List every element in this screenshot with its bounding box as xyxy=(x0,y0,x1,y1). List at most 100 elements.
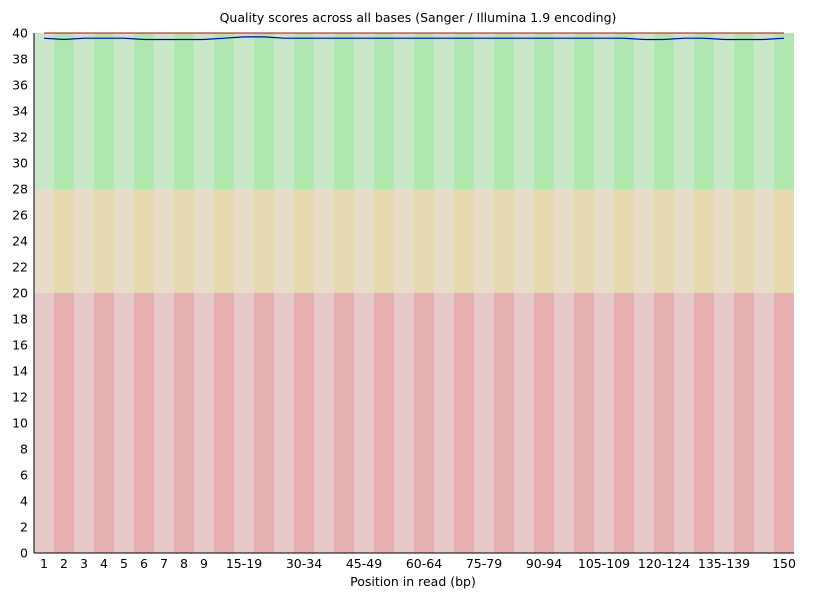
quality-band-cell xyxy=(134,189,154,293)
x-tick-label: 60-64 xyxy=(406,556,442,571)
quality-band-cell xyxy=(94,189,114,293)
quality-band-cell xyxy=(234,33,254,189)
quality-band-cell xyxy=(134,293,154,553)
quality-band-cell xyxy=(554,33,574,189)
y-tick-label: 38 xyxy=(12,52,28,67)
quality-band-cell xyxy=(454,293,474,553)
x-tick-label: 5 xyxy=(120,556,128,571)
quality-band-cell xyxy=(754,33,774,189)
quality-band-cell xyxy=(594,293,614,553)
quality-band-cell xyxy=(334,189,354,293)
x-tick-label: 3 xyxy=(80,556,88,571)
quality-band-cell xyxy=(314,189,334,293)
chart-title: Quality scores across all bases (Sanger … xyxy=(220,10,617,25)
x-tick-label: 105-109 xyxy=(578,556,630,571)
y-tick-label: 18 xyxy=(12,312,28,327)
y-tick-label: 10 xyxy=(12,416,28,431)
quality-band-cell xyxy=(734,293,754,553)
quality-band-cell xyxy=(294,189,314,293)
x-tick-label: 45-49 xyxy=(346,556,382,571)
quality-band-cell xyxy=(374,33,394,189)
quality-band-cell xyxy=(714,189,734,293)
quality-band-cell xyxy=(114,33,134,189)
quality-band-cell xyxy=(114,293,134,553)
y-tick-label: 2 xyxy=(20,520,28,535)
quality-band-cell xyxy=(194,293,214,553)
quality-band-cell xyxy=(374,293,394,553)
quality-band-cell xyxy=(354,33,374,189)
y-tick-label: 24 xyxy=(12,234,28,249)
quality-band-cell xyxy=(54,189,74,293)
x-tick-label: 4 xyxy=(100,556,108,571)
y-tick-label: 26 xyxy=(12,208,28,223)
quality-band-cell xyxy=(314,33,334,189)
quality-band-cell xyxy=(254,293,274,553)
quality-band-cell xyxy=(374,189,394,293)
quality-band-cell xyxy=(34,33,54,189)
quality-band-cell xyxy=(514,189,534,293)
quality-band-cell xyxy=(54,33,74,189)
y-tick-label: 28 xyxy=(12,182,28,197)
quality-band-cell xyxy=(654,189,674,293)
quality-band-cell xyxy=(434,293,454,553)
quality-band-cell xyxy=(154,33,174,189)
y-tick-label: 14 xyxy=(12,364,28,379)
quality-band-cell xyxy=(634,189,654,293)
quality-band-cell xyxy=(334,33,354,189)
quality-band-cell xyxy=(194,33,214,189)
x-tick-label: 150 xyxy=(772,556,796,571)
quality-band-cell xyxy=(594,33,614,189)
quality-band-cell xyxy=(514,33,534,189)
axes xyxy=(33,33,794,554)
x-tick-label: 1 xyxy=(40,556,48,571)
x-tick-label: 6 xyxy=(140,556,148,571)
quality-band-cell xyxy=(574,293,594,553)
quality-band-cell xyxy=(734,189,754,293)
quality-band-cell xyxy=(294,293,314,553)
mean-quality-line xyxy=(43,36,785,41)
quality-band-cell xyxy=(774,189,794,293)
quality-band-cell xyxy=(754,293,774,553)
quality-band-cell xyxy=(634,33,654,189)
quality-band-cell xyxy=(434,33,454,189)
quality-band-cell xyxy=(174,189,194,293)
quality-band-cell xyxy=(214,189,234,293)
x-tick-label: 75-79 xyxy=(466,556,502,571)
x-tick-label: 9 xyxy=(200,556,208,571)
x-axis-label: Position in read (bp) xyxy=(350,574,476,589)
quality-band-cell xyxy=(174,293,194,553)
y-tick-label: 22 xyxy=(12,260,28,275)
quality-band-cell xyxy=(74,293,94,553)
quality-band-cell xyxy=(574,189,594,293)
x-tick-label: 2 xyxy=(60,556,68,571)
quality-band-cell xyxy=(274,189,294,293)
y-tick-label: 30 xyxy=(12,156,28,171)
quality-band-cell xyxy=(214,293,234,553)
quality-band-cell xyxy=(194,189,214,293)
x-tick-label: 90-94 xyxy=(526,556,562,571)
quality-band-cell xyxy=(354,189,374,293)
quality-band-cell xyxy=(94,33,114,189)
quality-band-cell xyxy=(734,33,754,189)
y-tick-label: 36 xyxy=(12,78,28,93)
y-tick-label: 6 xyxy=(20,468,28,483)
quality-band-cell xyxy=(74,189,94,293)
quality-band-cell xyxy=(114,189,134,293)
quality-band-cell xyxy=(334,293,354,553)
quality-band-cell xyxy=(614,293,634,553)
series-lines xyxy=(43,32,785,41)
quality-band-cell xyxy=(534,33,554,189)
quality-band-cell xyxy=(634,293,654,553)
quality-band-cell xyxy=(474,293,494,553)
x-axis-ticks: 1 2 3 4 5 6 7 8 9 15-19 30-34 45-49 60-64 75-79 90-94 1… xyxy=(40,556,796,571)
quality-band-cell xyxy=(274,33,294,189)
quality-bands xyxy=(34,33,794,553)
quality-band-cell xyxy=(494,293,514,553)
quality-band-cell xyxy=(494,189,514,293)
quality-band-cell xyxy=(234,189,254,293)
quality-band-cell xyxy=(414,293,434,553)
x-tick-label: 7 xyxy=(160,556,168,571)
y-tick-label: 34 xyxy=(12,104,28,119)
